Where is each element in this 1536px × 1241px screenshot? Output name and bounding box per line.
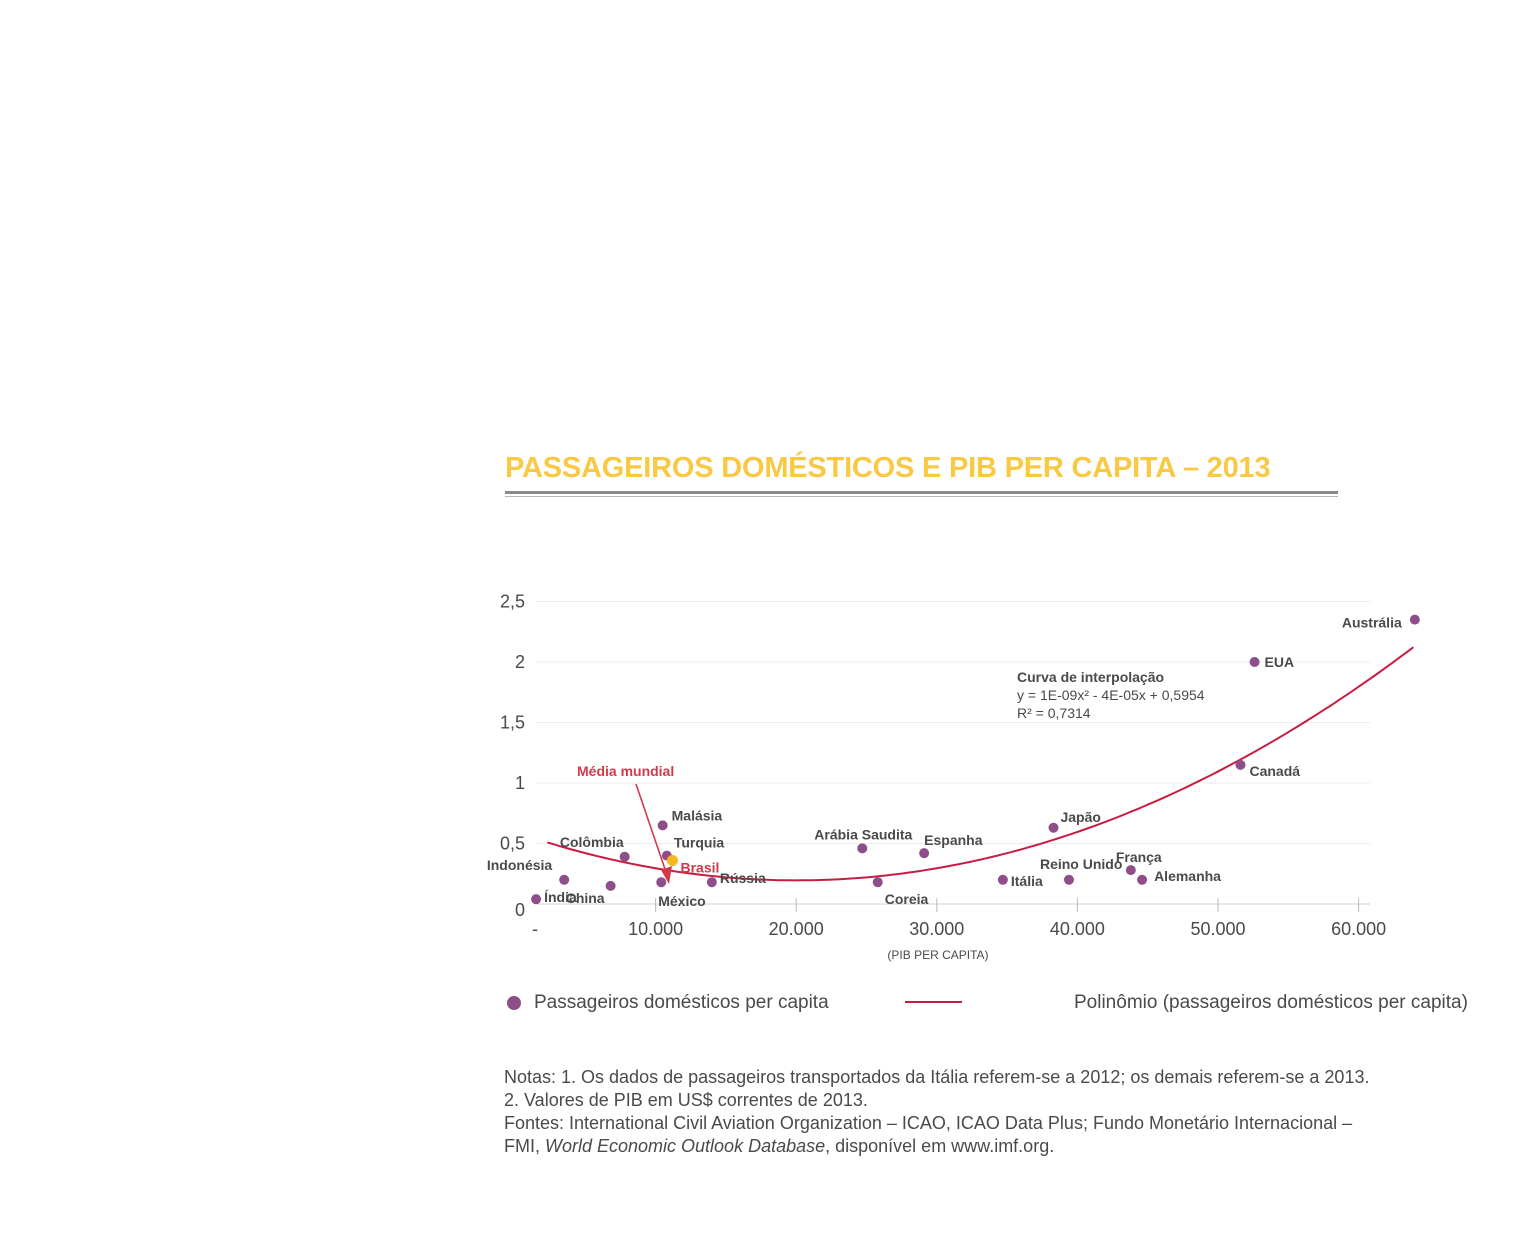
point-label: Espanha bbox=[924, 832, 983, 848]
source-database-name: World Economic Outlook Database bbox=[545, 1136, 826, 1156]
data-point bbox=[919, 848, 930, 859]
point-label: França bbox=[1116, 849, 1162, 865]
point-label: Colômbia bbox=[560, 834, 624, 850]
point-label: Arábia Saudita bbox=[814, 826, 912, 842]
curve-annotation-title: Curva de interpolação bbox=[1017, 669, 1164, 685]
legend-line-label: Polinômio (passageiros domésticos per ca… bbox=[1074, 992, 1468, 1013]
y-tick-label: 0 bbox=[515, 900, 525, 920]
y-tick-label: 2 bbox=[515, 652, 525, 672]
data-point bbox=[1409, 614, 1420, 625]
y-tick-label: 2,5 bbox=[500, 592, 525, 612]
source-line-2: FMI, World Economic Outlook Database, di… bbox=[504, 1135, 1404, 1158]
x-tick-label: 60.000 bbox=[1331, 919, 1386, 939]
point-label: Japão bbox=[1060, 809, 1100, 825]
notes-block: Notas: 1. Os dados de passageiros transp… bbox=[504, 1066, 1404, 1158]
x-tick-label: 20.000 bbox=[769, 919, 824, 939]
polynomial-curve bbox=[547, 646, 1414, 882]
point-label: Índia bbox=[544, 889, 577, 905]
chart-legend: Passageiros domésticos per capita Polinô… bbox=[505, 991, 1515, 1019]
source-line-1: Fontes: International Civil Aviation Org… bbox=[504, 1113, 1353, 1133]
data-point bbox=[1235, 759, 1246, 770]
source-prefix: FMI, bbox=[504, 1136, 545, 1156]
data-point bbox=[1048, 822, 1059, 833]
point-label: Reino Unido bbox=[1040, 856, 1122, 872]
data-point bbox=[531, 894, 542, 905]
curve-annotation-r2: R² = 0,7314 bbox=[1017, 705, 1091, 721]
point-label: Canadá bbox=[1249, 763, 1300, 779]
point-label: China bbox=[566, 890, 605, 906]
data-point bbox=[1063, 874, 1074, 885]
data-point bbox=[656, 877, 667, 888]
point-label: Brasil bbox=[680, 859, 719, 875]
point-label: Turquia bbox=[674, 835, 725, 851]
point-label: Rússia bbox=[720, 870, 766, 886]
point-label: Malásia bbox=[672, 807, 723, 823]
world-average-label: Média mundial bbox=[577, 763, 674, 779]
data-point bbox=[657, 820, 668, 831]
x-tick-label: 30.000 bbox=[909, 919, 964, 939]
x-tick-label: 50.000 bbox=[1190, 919, 1245, 939]
curve-annotation-equation: y = 1E-09x² - 4E-05x + 0,5954 bbox=[1017, 687, 1205, 703]
title-underline bbox=[505, 491, 1338, 494]
chart-title: PASSAGEIROS DOMÉSTICOS E PIB PER CAPITA … bbox=[505, 452, 1271, 484]
legend-point-marker bbox=[507, 996, 521, 1010]
title-underline-thin bbox=[505, 496, 1338, 497]
data-point bbox=[857, 843, 868, 854]
data-point bbox=[706, 877, 717, 888]
x-axis-title: (PIB PER CAPITA) bbox=[887, 948, 988, 962]
data-point bbox=[1137, 874, 1148, 885]
point-label: Indonésia bbox=[487, 857, 553, 873]
point-label: México bbox=[658, 893, 705, 909]
data-point bbox=[997, 874, 1008, 885]
world-average-arrowhead bbox=[661, 866, 672, 884]
x-tick-label: 40.000 bbox=[1050, 919, 1105, 939]
x-tick-label: - bbox=[532, 919, 538, 939]
legend-line-marker bbox=[905, 1001, 962, 1003]
data-point bbox=[559, 874, 570, 885]
point-label: EUA bbox=[1265, 654, 1295, 670]
y-tick-label: 1 bbox=[515, 773, 525, 793]
x-tick-label: 10.000 bbox=[628, 919, 683, 939]
note-line-2: 2. Valores de PIB em US$ correntes de 20… bbox=[504, 1090, 868, 1110]
data-point bbox=[1249, 657, 1260, 667]
data-point bbox=[872, 877, 883, 888]
data-point bbox=[605, 880, 616, 891]
point-label: Coreia bbox=[885, 891, 929, 907]
source-suffix: , disponível em www.imf.org. bbox=[825, 1136, 1055, 1156]
data-point bbox=[619, 851, 630, 862]
point-label: Alemanha bbox=[1154, 868, 1221, 884]
legend-points-label: Passageiros domésticos per capita bbox=[534, 992, 829, 1013]
point-label: Itália bbox=[1011, 873, 1043, 889]
note-line-1: Notas: 1. Os dados de passageiros transp… bbox=[504, 1067, 1370, 1087]
data-point bbox=[666, 854, 678, 866]
y-tick-label: 1,5 bbox=[500, 713, 525, 733]
y-tick-label: 0,5 bbox=[500, 834, 525, 854]
point-label: Austrália bbox=[1342, 615, 1402, 631]
data-point bbox=[1125, 865, 1136, 876]
world-average-arrow bbox=[635, 783, 668, 876]
